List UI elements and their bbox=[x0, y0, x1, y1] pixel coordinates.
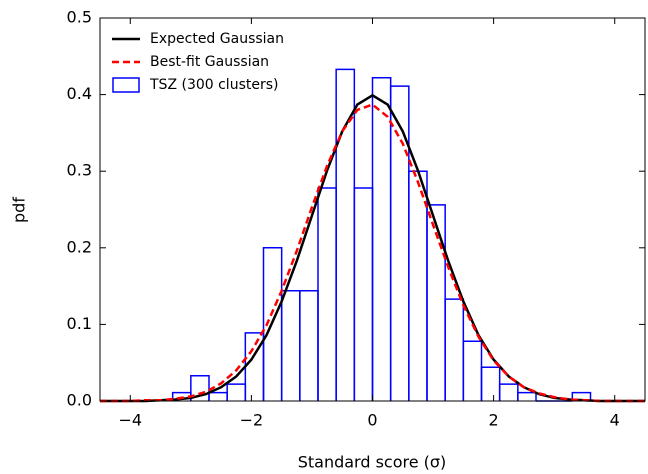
histogram-bin bbox=[353, 187, 374, 401]
histogram-bin bbox=[389, 85, 410, 401]
x-tick-label: −2 bbox=[240, 411, 264, 430]
y-tick-label: 0.5 bbox=[67, 8, 92, 27]
histogram-bin bbox=[517, 391, 537, 401]
histogram-bin bbox=[480, 366, 501, 401]
histogram-bin bbox=[299, 289, 319, 401]
histogram-bin bbox=[226, 383, 247, 401]
x-tick-label: 0 bbox=[367, 411, 377, 430]
y-tick-label: 0.3 bbox=[67, 161, 92, 180]
histogram-bin bbox=[371, 76, 392, 401]
x-axis-label: Standard score (σ) bbox=[298, 453, 447, 472]
x-tick-label: 2 bbox=[489, 411, 499, 430]
x-tick-label: 4 bbox=[610, 411, 620, 430]
histogram-bin bbox=[444, 298, 465, 401]
legend-label: Expected Gaussian bbox=[150, 31, 284, 47]
y-tick-label: 0.2 bbox=[67, 237, 92, 256]
histogram-bin bbox=[208, 391, 228, 401]
y-tick-label: 0.0 bbox=[67, 391, 92, 410]
histogram-bin bbox=[408, 170, 428, 401]
histogram-bin bbox=[462, 340, 483, 401]
legend-label: Best-fit Gaussian bbox=[150, 54, 269, 70]
histogram-bin bbox=[190, 374, 210, 401]
histogram-bin bbox=[280, 289, 301, 401]
histogram-bin bbox=[498, 383, 519, 401]
histogram-bin bbox=[571, 391, 592, 401]
legend-label: TSZ (300 clusters) bbox=[149, 77, 278, 93]
legend-swatch bbox=[112, 77, 140, 93]
histogram-bin bbox=[317, 187, 337, 401]
y-tick-label: 0.1 bbox=[67, 314, 92, 333]
x-tick-label: −4 bbox=[118, 411, 142, 430]
y-axis-label: pdf bbox=[10, 197, 29, 223]
legend: Expected Gaussian Best-fit Gaussian TSZ (3… bbox=[112, 31, 284, 93]
y-tick-label: 0.4 bbox=[67, 84, 92, 103]
series-line bbox=[100, 103, 645, 403]
